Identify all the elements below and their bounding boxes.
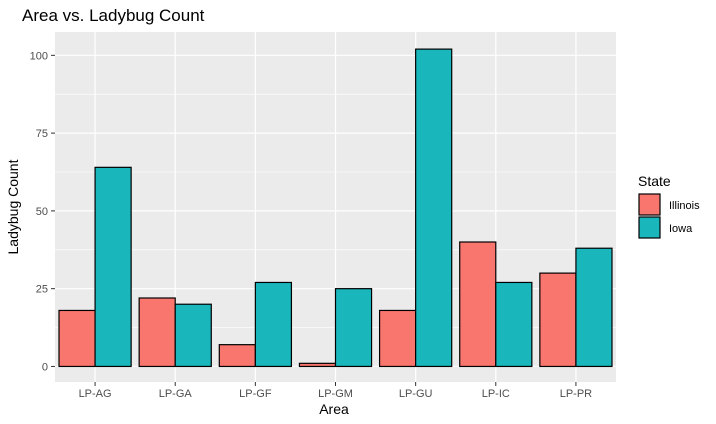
y-tick-label: 0 <box>42 361 48 373</box>
bar <box>58 309 96 368</box>
bar <box>495 281 533 368</box>
x-tick-label: LP-GA <box>159 388 193 400</box>
chart-title: Area vs. Ladybug Count <box>22 6 205 25</box>
y-tick-label: 75 <box>36 128 48 140</box>
bar <box>378 309 417 368</box>
bar <box>539 272 577 368</box>
x-axis-title: Area <box>319 401 349 417</box>
bar <box>94 166 132 368</box>
y-tick-label: 100 <box>30 50 48 62</box>
legend: State Illinois Iowa <box>638 173 700 239</box>
y-axis: 0 25 50 75 100 <box>30 50 55 373</box>
bar <box>459 241 497 368</box>
legend-swatch <box>638 193 661 216</box>
bar <box>218 344 256 368</box>
y-tick-label: 50 <box>36 206 48 218</box>
x-tick-label: LP-IC <box>482 388 510 400</box>
bar <box>298 362 337 368</box>
x-tick-label: LP-GM <box>318 388 353 400</box>
bar <box>415 48 453 368</box>
legend-label: Iowa <box>669 223 693 235</box>
legend-label: Illinois <box>669 200 700 212</box>
bar <box>138 297 176 368</box>
bar <box>575 247 613 368</box>
x-tick-label: LP-GF <box>239 388 272 400</box>
x-axis: LP-AG LP-GA LP-GF LP-GM LP-GU LP-IC LP-PR <box>79 382 592 400</box>
y-tick-label: 25 <box>36 284 48 296</box>
legend-title: State <box>638 173 671 189</box>
bars <box>58 48 613 368</box>
x-tick-label: LP-PR <box>560 388 592 400</box>
bar <box>254 281 293 368</box>
bar <box>334 288 373 368</box>
y-axis-title: Ladybug Count <box>5 159 21 254</box>
bar <box>174 303 212 368</box>
x-tick-label: LP-GU <box>399 388 433 400</box>
x-tick-label: LP-AG <box>79 388 112 400</box>
legend-swatch <box>638 216 661 239</box>
